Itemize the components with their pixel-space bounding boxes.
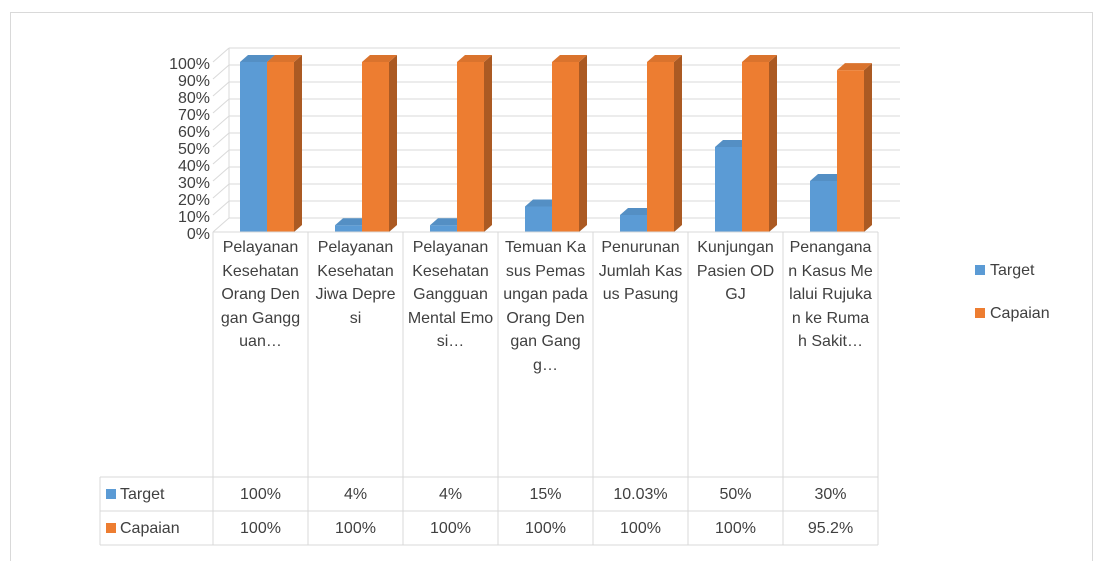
grid-line-side (212, 200, 230, 216)
y-tick-label: 20% (178, 192, 210, 209)
bar-front (267, 62, 294, 232)
table-value: 100% (525, 520, 566, 537)
grid-line-side (212, 183, 230, 199)
x-tick-label: Pelayanan Kesehatan Gangguan Mental Emos… (407, 239, 494, 350)
y-tick-label: 100% (169, 56, 210, 73)
bar-top (267, 55, 302, 62)
x-tick-label: Penurunan Jumlah Kasus Pasung (598, 239, 683, 303)
table-key (106, 523, 116, 533)
legend-label: Capaian (990, 305, 1050, 322)
table-value: 100% (240, 520, 281, 537)
grid-line-side (212, 166, 230, 182)
category-cell: Pelayanan Kesehatan Orang Dengan Ganggua… (220, 239, 301, 350)
bar-front (837, 70, 864, 232)
bar-top (552, 55, 587, 62)
table-value: 50% (719, 486, 751, 503)
table-value: 15% (529, 486, 561, 503)
category-cell: Pelayanan Kesehatan Gangguan Mental Emos… (407, 239, 494, 350)
y-tick-label: 60% (178, 124, 210, 141)
grid-line-side (212, 132, 230, 148)
x-tick-label: Kunjungan Pasien ODGJ (696, 239, 775, 303)
bar-top (362, 55, 397, 62)
bar-front (430, 225, 457, 232)
legend-label: Target (990, 262, 1035, 279)
y-tick-label: 90% (178, 73, 210, 90)
table-value: 100% (335, 520, 376, 537)
category-cell: Pelayanan Kesehatan Jiwa Depresi (315, 239, 396, 327)
bar-front (335, 225, 362, 232)
grid-line-side (212, 98, 230, 114)
bar-front (647, 62, 674, 232)
bar-top (647, 55, 682, 62)
bar-front (240, 62, 267, 232)
bar-top (810, 174, 845, 181)
legend-key (975, 265, 985, 275)
bar-top (240, 55, 275, 62)
table-value: 4% (344, 486, 367, 503)
bar-top (837, 63, 872, 71)
bar-front (457, 62, 484, 232)
category-cell: Kunjungan Pasien ODGJ (696, 239, 775, 303)
bar-top (335, 218, 370, 226)
table-value: 100% (620, 520, 661, 537)
grid-line-side (212, 64, 230, 80)
table-row-label: Target (120, 486, 165, 503)
grid-line-side (212, 115, 230, 131)
bar-top (525, 199, 560, 207)
bar-front (552, 62, 579, 232)
bar-side (579, 55, 587, 232)
x-tick-label: Pelayanan Kesehatan Jiwa Depresi (315, 239, 396, 327)
table-value: 10.03% (613, 486, 667, 503)
y-tick-label: 80% (178, 90, 210, 107)
bar-front (362, 62, 389, 232)
y-tick-label: 70% (178, 107, 210, 124)
table-value: 95.2% (808, 520, 853, 537)
bar-top (620, 207, 655, 215)
bar-front (525, 206, 552, 232)
x-tick-label: Pelayanan Kesehatan Orang Dengan Ganggua… (220, 239, 301, 350)
table-key (106, 489, 116, 499)
table-value: 100% (240, 486, 281, 503)
y-tick-label: 30% (178, 175, 210, 192)
bar-side (769, 55, 777, 232)
bar-front (742, 62, 769, 232)
y-tick-label: 40% (178, 158, 210, 175)
bar-top (430, 218, 465, 226)
table-value: 4% (439, 486, 462, 503)
bar-side (389, 55, 397, 232)
y-tick-label: 10% (178, 209, 210, 226)
table-row-label: Capaian (120, 520, 180, 537)
bar-front (810, 181, 837, 232)
chart-border (10, 12, 1093, 561)
bar-top (715, 140, 750, 147)
table-value: 30% (814, 486, 846, 503)
category-cell: Temuan Kasus Pemasungan pada Orang Denga… (503, 239, 588, 374)
y-tick-label: 50% (178, 141, 210, 158)
bar-side (674, 55, 682, 232)
bar-side (864, 63, 872, 232)
grid-line-side (212, 47, 230, 63)
bar-side (484, 55, 492, 232)
legend-key (975, 308, 985, 318)
bar-side (294, 55, 302, 232)
grid-line-side (212, 81, 230, 97)
x-tick-label: Temuan Kasus Pemasungan pada Orang Denga… (503, 239, 588, 374)
y-tick-label: 0% (187, 226, 210, 243)
bar-top (742, 55, 777, 62)
table-value: 100% (715, 520, 756, 537)
table-value: 100% (430, 520, 471, 537)
category-cell: Penurunan Jumlah Kasus Pasung (598, 239, 683, 303)
bar-front (715, 147, 742, 232)
bar-top (457, 55, 492, 62)
bar-front (620, 214, 647, 232)
grid-line-side (212, 217, 230, 233)
x-tick-label: Penanganan Kasus Melalui Rujukan ke Ruma… (788, 239, 873, 350)
category-cell: Penanganan Kasus Melalui Rujukan ke Ruma… (788, 239, 873, 350)
grid-line-side (212, 149, 230, 165)
